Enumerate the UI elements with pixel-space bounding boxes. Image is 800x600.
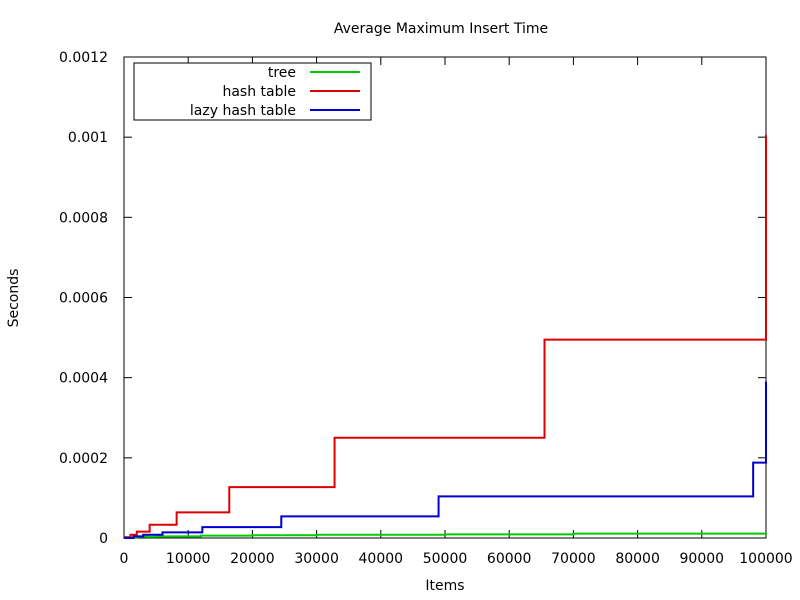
plot-frame: [123, 56, 767, 539]
y-tick-label: 0.0004: [59, 371, 108, 387]
x-tick-label: 40000: [359, 551, 404, 567]
y-axis-label: Seconds: [6, 269, 22, 328]
y-tick-label: 0.001: [68, 130, 108, 146]
legend-label: hash table: [222, 84, 296, 100]
x-axis-label: Items: [425, 578, 464, 594]
series-line-hash-table: [124, 135, 767, 539]
x-tick-label: 100000: [739, 551, 792, 567]
legend: tree hash table lazy hash table: [133, 62, 372, 121]
legend-label: lazy hash table: [190, 103, 296, 119]
y-tick-label: 0.0008: [59, 210, 108, 226]
series-layer: [124, 135, 767, 539]
y-tick-label: 0: [99, 531, 108, 547]
x-tick-label: 60000: [487, 551, 532, 567]
x-tick-label: 70000: [551, 551, 596, 567]
x-tick-label: 20000: [230, 551, 275, 567]
series-line-lazy-hash-table: [124, 381, 767, 539]
x-tick-label: 10000: [166, 551, 211, 567]
chart-title: Average Maximum Insert Time: [334, 21, 548, 37]
y-tick-label: 0.0002: [59, 451, 108, 467]
x-tick-label: 90000: [680, 551, 725, 567]
legend-label: tree: [268, 65, 296, 81]
x-tick-label: 50000: [423, 551, 468, 567]
x-tick-label: 30000: [294, 551, 339, 567]
x-tick-label: 80000: [615, 551, 660, 567]
series-line-tree: [124, 532, 767, 539]
y-tick-label: 0.0012: [59, 50, 108, 66]
y-tick-label: 0.0006: [59, 291, 108, 307]
x-tick-label: 0: [120, 551, 129, 567]
axis-ticks: 0 10000 20000 30000 40000 50000 60000 70000 8000…: [59, 50, 793, 567]
